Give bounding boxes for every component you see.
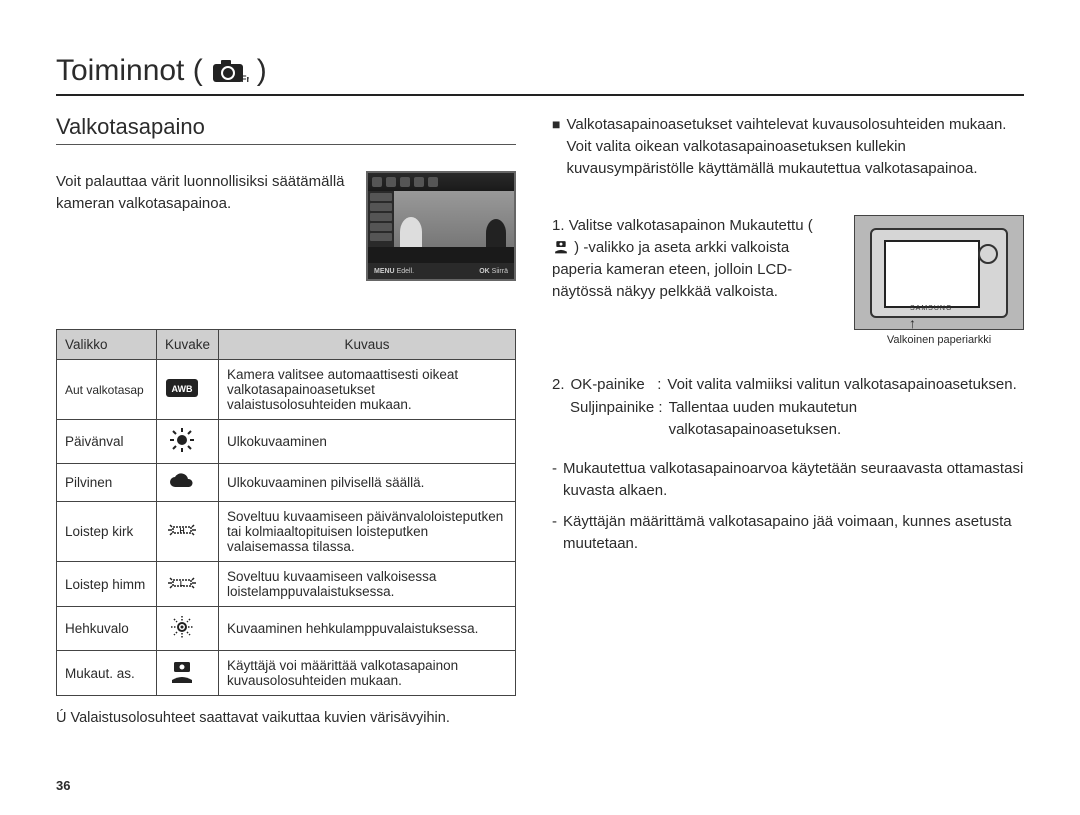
lcd-preview: Valkotasapaino MENU Edell. OK Siirrä xyxy=(366,171,516,281)
ok-button-desc: Voit valita valmiiksi valitun valkotasap… xyxy=(667,374,1016,397)
th-icon: Kuvake xyxy=(157,330,219,360)
svg-text:H: H xyxy=(179,528,184,535)
right-intro: Valkotasapainoasetukset vaihtelevat kuva… xyxy=(566,114,1024,179)
note1: Mukautettua valkotasapainoarvoa käytetää… xyxy=(563,458,1024,503)
step2: 2. OK-painike : Voit valita valmiiksi va… xyxy=(552,374,1024,442)
table-row: Päivänval Ulkokuvaaminen xyxy=(57,420,516,464)
table-row: Mukaut. as. Käyttäjä voi määrittää valko… xyxy=(57,651,516,696)
camera-brand: SAMSUNG xyxy=(910,305,952,312)
cell-menu: Loistep himm xyxy=(57,562,157,607)
cell-icon xyxy=(157,464,219,502)
table-row: Pilvinen Ulkokuvaaminen pilvisellä sääll… xyxy=(57,464,516,502)
sun-icon xyxy=(165,427,199,449)
notes: -Mukautettua valkotasapainoarvoa käytetä… xyxy=(552,458,1024,556)
table-row: Loistep himm L Soveltuu kuvaamiseen valk… xyxy=(57,562,516,607)
page-number: 36 xyxy=(56,778,70,793)
step1-num: 1. xyxy=(552,217,565,234)
cell-menu: Loistep kirk xyxy=(57,502,157,562)
cell-icon xyxy=(157,651,219,696)
table-row: Hehkuvalo Kuvaaminen hehkulamppuvalaistu… xyxy=(57,607,516,651)
step2-num: 2. xyxy=(552,374,565,397)
fluorescent-h-icon: H xyxy=(165,520,199,542)
cell-desc: Ulkokuvaaminen pilvisellä säällä. xyxy=(219,464,516,502)
cloud-icon xyxy=(165,471,199,493)
cell-icon: L xyxy=(157,562,219,607)
fluorescent-l-icon: L xyxy=(165,573,199,595)
dash-icon: - xyxy=(552,458,557,503)
svg-text:Fn: Fn xyxy=(241,74,249,84)
step1-text: Valitse valkotasapainon Mukautettu ( ) -… xyxy=(552,217,813,299)
whitebalance-table: Valikko Kuvake Kuvaus Aut valkotasap AWB… xyxy=(56,329,516,696)
note2: Käyttäjän määrittämä valkotasapaino jää … xyxy=(563,511,1024,556)
lcd-btn-right-icon: OK xyxy=(479,268,490,275)
cell-desc: Ulkokuvaaminen xyxy=(219,420,516,464)
cell-desc: Soveltuu kuvaamiseen valkoisessa loistel… xyxy=(219,562,516,607)
awb-icon: AWB xyxy=(165,378,199,400)
square-bullet-icon: ■ xyxy=(552,114,560,179)
ok-button-label: OK-painike xyxy=(571,376,645,393)
cell-icon xyxy=(157,420,219,464)
cell-menu: Mukaut. as. xyxy=(57,651,157,696)
cell-icon: AWB xyxy=(157,360,219,420)
custom-wb-icon-inline xyxy=(552,240,570,254)
subheading: Valkotasapaino xyxy=(56,114,516,145)
shutter-button-label: Suljinpainike xyxy=(570,399,654,416)
title-prefix: Toiminnot ( xyxy=(56,54,203,88)
th-menu: Valikko xyxy=(57,330,157,360)
cell-desc: Kuvaaminen hehkulamppuvalaistuksessa. xyxy=(219,607,516,651)
svg-text:AWB: AWB xyxy=(172,384,193,394)
page-title: Toiminnot ( Fn ) xyxy=(56,54,1024,96)
cell-desc: Käyttäjä voi määrittää valkotasapainon k… xyxy=(219,651,516,696)
cell-menu: Päivänval xyxy=(57,420,157,464)
cell-icon xyxy=(157,607,219,651)
title-suffix: ) xyxy=(257,54,267,88)
left-column: Valkotasapaino Voit palauttaa värit luon… xyxy=(56,114,516,726)
intro-text: Voit palauttaa värit luonnollisiksi säät… xyxy=(56,171,346,215)
right-column: ■ Valkotasapainoasetukset vaihtelevat ku… xyxy=(552,114,1024,726)
lcd-btn-right: Siirrä xyxy=(492,268,508,275)
custom-wb-icon xyxy=(165,660,199,682)
up-arrow-icon: ↑ xyxy=(909,315,916,331)
cell-desc: Kamera valitsee automaattisesti oikeat v… xyxy=(219,360,516,420)
dash-icon: - xyxy=(552,511,557,556)
th-desc: Kuvaus xyxy=(219,330,516,360)
table-row: Loistep kirk H Soveltuu kuvaamiseen päiv… xyxy=(57,502,516,562)
cell-menu: Hehkuvalo xyxy=(57,607,157,651)
shutter-button-desc: Tallentaa uuden mukautetun valkotasapain… xyxy=(669,397,1024,442)
camera-caption: Valkoinen paperiarkki xyxy=(854,334,1024,346)
lcd-btn-left: Edell. xyxy=(397,268,415,275)
cell-menu: Aut valkotasap xyxy=(57,360,157,420)
lcd-btn-left-icon: MENU xyxy=(374,268,395,275)
svg-text:L: L xyxy=(180,581,185,588)
cell-desc: Soveltuu kuvaamiseen päivänvaloloisteput… xyxy=(219,502,516,562)
table-row: Aut valkotasap AWB Kamera valitsee autom… xyxy=(57,360,516,420)
camera-fn-icon: Fn xyxy=(211,58,249,84)
cell-icon: H xyxy=(157,502,219,562)
cell-menu: Pilvinen xyxy=(57,464,157,502)
footnote: Ú Valaistusolosuhteet saattavat vaikutta… xyxy=(56,710,516,726)
bulb-icon xyxy=(165,614,199,636)
camera-diagram: SAMSUNG ↑ Valkoinen paperiarkki xyxy=(854,215,1024,346)
